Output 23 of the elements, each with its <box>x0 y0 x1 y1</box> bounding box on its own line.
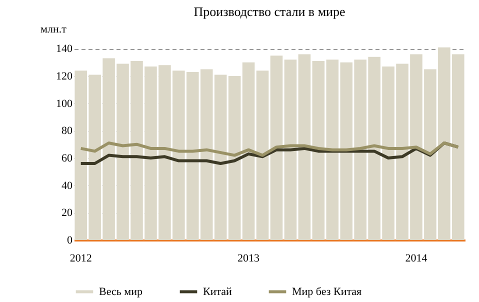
chart-title: Производство стали в мире <box>194 4 346 19</box>
y-axis-title: млн.т <box>40 24 67 36</box>
bar <box>298 54 311 240</box>
bar <box>270 56 283 240</box>
legend-label: Мир без Китая <box>292 286 362 298</box>
y-tick-label: 0 <box>67 234 73 246</box>
x-tick-label: 2014 <box>405 252 428 264</box>
y-tick-label: 100 <box>56 98 73 110</box>
y-tick-label: 80 <box>62 125 73 138</box>
legend-label: Весь мир <box>99 286 143 298</box>
y-tick-label: 140 <box>56 43 73 56</box>
x-tick-label: 2013 <box>238 252 260 264</box>
y-tick-label: 40 <box>62 180 73 192</box>
bar <box>242 62 255 240</box>
bar <box>256 70 269 240</box>
bar <box>228 76 241 240</box>
y-tick-label: 120 <box>56 70 73 83</box>
legend-label: Китай <box>203 286 232 298</box>
line-series <box>79 142 460 157</box>
bar <box>284 60 297 240</box>
y-tick-label: 20 <box>62 207 73 220</box>
y-tick-label: 60 <box>62 152 73 165</box>
x-tick-label: 2012 <box>70 252 92 264</box>
